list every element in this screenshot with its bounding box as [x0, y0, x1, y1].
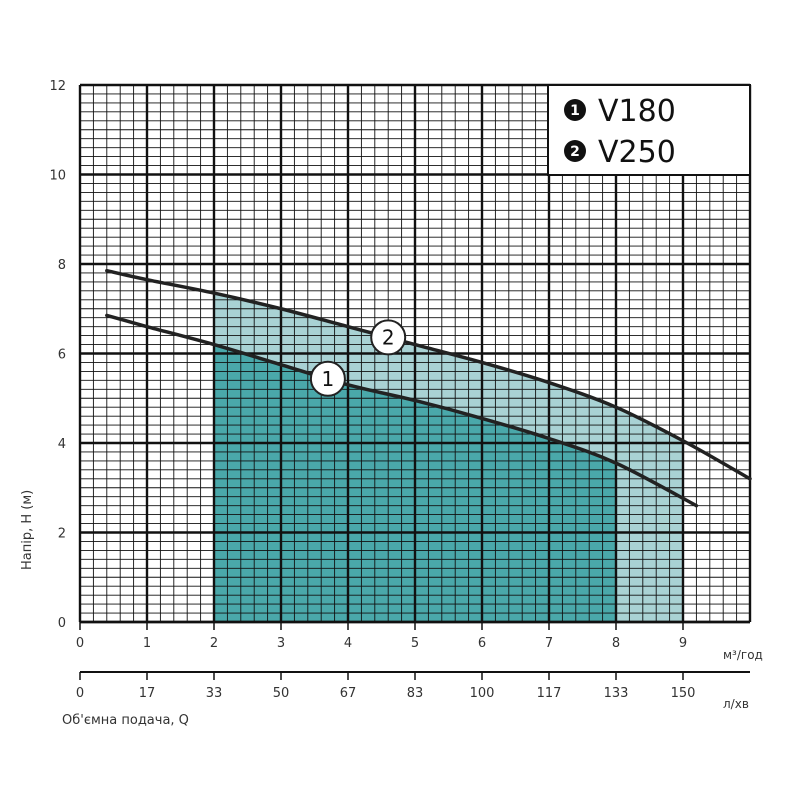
- x-tick-label-secondary: 117: [537, 686, 562, 701]
- curve-v250: [105, 268, 752, 481]
- x-tick-label: 5: [411, 636, 419, 651]
- x-tick-label: 3: [277, 636, 285, 651]
- y-tick-label: 8: [58, 258, 66, 273]
- x-tick-label-secondary: 50: [273, 686, 290, 701]
- x-tick-label-secondary: 33: [206, 686, 223, 701]
- x-tick-labels-secondary: 0 17 33 50 67 83 100 117 133 150: [76, 672, 696, 701]
- x-tick-label-secondary: 17: [139, 686, 156, 701]
- legend-label: V250: [598, 135, 676, 170]
- x-tick-label-secondary: 100: [470, 686, 495, 701]
- legend-marker-label: 1: [570, 103, 580, 119]
- legend-marker-label: 2: [570, 144, 580, 160]
- legend-label: V180: [598, 94, 676, 129]
- x-tick-label: 1: [143, 636, 151, 651]
- x-tick-label-secondary: 150: [671, 686, 696, 701]
- x-tick-label: 0: [76, 636, 84, 651]
- x-unit-secondary: л/хв: [723, 697, 749, 711]
- curve-marker-label: 2: [382, 325, 395, 349]
- curve-v180: [105, 313, 699, 508]
- x-tick-label: 6: [478, 636, 486, 651]
- curve-lines: [105, 268, 752, 508]
- y-axis-title: Напір, Н (м): [20, 490, 35, 570]
- curve-marker-2: [370, 319, 407, 356]
- x-tick-label: 8: [612, 636, 620, 651]
- x-axis-title: Об'ємна подача, Q: [62, 713, 189, 728]
- x-tick-label: 9: [679, 636, 687, 651]
- legend-marker: [564, 99, 586, 121]
- curve-marker-label: 1: [322, 367, 335, 391]
- x-tick-labels-primary: 0 1 2 3 4 5 6 7 8 9: [76, 622, 687, 651]
- y-tick-label: 12: [49, 79, 66, 94]
- x-tick-label: 4: [344, 636, 352, 651]
- x-tick-label-secondary: 83: [407, 686, 424, 701]
- x-tick-label-secondary: 133: [604, 686, 629, 701]
- y-tick-label: 6: [58, 348, 66, 363]
- legend: 1 V180 2 V250: [547, 84, 751, 176]
- operating-range-fills: [214, 293, 683, 622]
- y-tick-label: 4: [58, 437, 66, 452]
- legend-marker: [564, 140, 586, 162]
- curve-marker-1: [309, 360, 346, 397]
- x-tick-label: 7: [545, 636, 553, 651]
- y-tick-label: 0: [58, 616, 66, 631]
- y-tick-label: 2: [58, 527, 66, 542]
- x-tick-label-secondary: 67: [340, 686, 357, 701]
- x-unit-primary: м³/год: [723, 648, 763, 662]
- curve-markers: 12: [309, 319, 407, 397]
- x-tick-label-secondary: 0: [76, 686, 84, 701]
- x-tick-label: 2: [210, 636, 218, 651]
- y-tick-labels: 0 2 4 6 8 10 12: [49, 79, 66, 631]
- legend-box: [547, 84, 751, 176]
- y-tick-label: 10: [49, 169, 66, 184]
